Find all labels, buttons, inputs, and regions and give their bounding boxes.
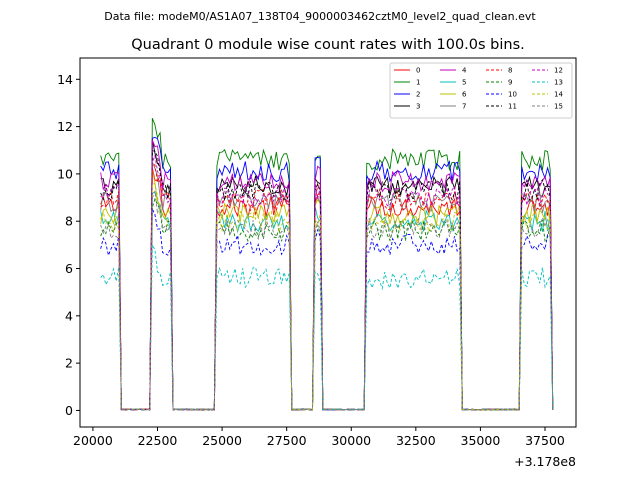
legend-label-13: 13 [554,79,563,87]
x-tick-label: 35000 [461,433,501,448]
legend-label-2: 2 [416,91,420,99]
legend-label-3: 3 [416,103,420,111]
legend-label-10: 10 [508,91,517,99]
x-tick-label: 25000 [202,433,242,448]
y-tick-label: 4 [65,308,73,323]
legend-label-8: 8 [508,67,512,75]
y-tick-label: 12 [57,119,73,134]
y-tick-label: 8 [65,214,73,229]
chart-title: Quadrant 0 module wise count rates with … [131,37,525,53]
x-tick-label: 27500 [267,433,307,448]
legend-label-7: 7 [462,103,466,111]
x-axis: 20000 22500 25000 27500 30000 32500 35000 37500 [73,427,565,448]
x-axis-offset-label: +3.178e8 [514,454,576,469]
legend-label-14: 14 [554,91,563,99]
legend-label-0: 0 [416,67,420,75]
y-tick-label: 0 [65,403,73,418]
plot-area [79,57,577,428]
chart-suptitle: Data file: modeM0/AS1A07_138T04_90000034… [104,10,536,23]
legend-label-15: 15 [554,103,563,111]
x-tick-label: 32500 [396,433,436,448]
legend-label-6: 6 [462,91,467,99]
series-layer [100,118,554,411]
y-tick-label: 10 [57,166,73,181]
y-tick-label: 2 [65,356,73,371]
y-axis: 0 2 4 6 8 10 12 14 [57,72,80,418]
y-tick-label: 6 [65,261,73,276]
y-tick-label: 14 [57,72,73,87]
legend-label-5: 5 [462,79,466,87]
legend-label-1: 1 [416,79,420,87]
axes-frame [79,57,577,428]
x-tick-label: 20000 [73,433,113,448]
x-tick-label: 37500 [525,433,565,448]
series-line-15 [100,190,554,411]
legend-box [389,62,573,119]
legend-label-12: 12 [554,67,563,75]
legend-label-4: 4 [462,67,467,75]
x-tick-label: 22500 [138,433,178,448]
legend-label-11: 11 [508,103,517,111]
x-tick-label: 30000 [331,433,371,448]
legend-label-9: 9 [508,79,512,87]
